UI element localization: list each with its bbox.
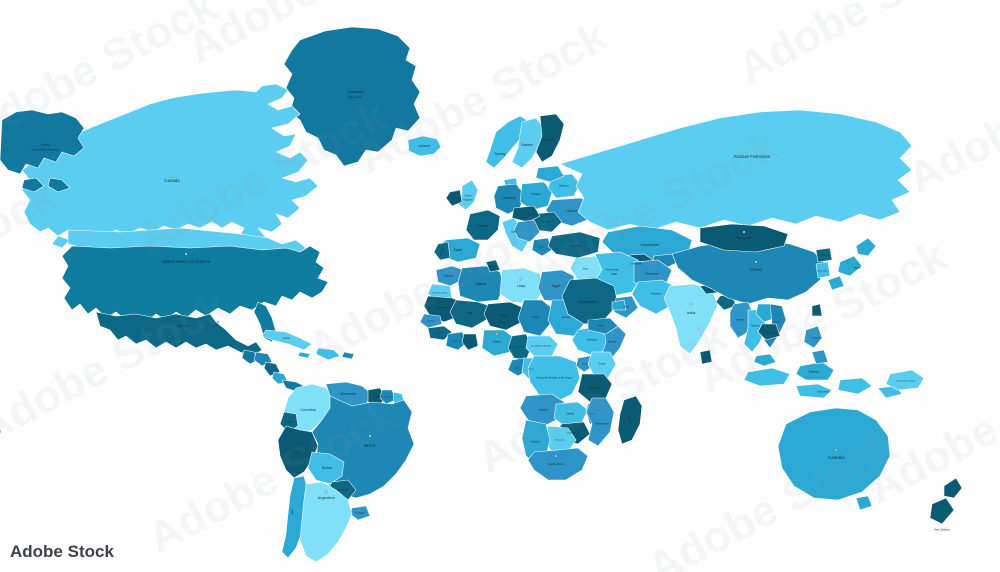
country-madagascar — [618, 396, 642, 444]
country-hispaniola — [316, 348, 340, 360]
country-india — [664, 284, 718, 354]
country-belarus — [548, 174, 580, 198]
country-indonesia — [744, 368, 902, 398]
country-finland — [536, 114, 564, 162]
country-baltics — [536, 166, 564, 182]
country-philippines — [804, 326, 828, 364]
country-balkans — [514, 220, 540, 242]
country-mali — [450, 300, 490, 328]
label-new-zealand: New Zealand — [934, 528, 950, 532]
country-guatemala — [242, 350, 258, 364]
country-greenland — [284, 27, 420, 166]
country-ireland — [446, 190, 462, 206]
stock-credit-text: Adobe Stock | #1668757514 — [0, 305, 2, 558]
country-russia — [560, 110, 912, 230]
country-argentina — [300, 482, 352, 562]
country-south-korea — [816, 262, 830, 278]
country-bolivia — [308, 452, 344, 484]
country-niger — [484, 302, 524, 330]
country-france — [466, 210, 500, 240]
country-algeria — [458, 266, 504, 302]
country-chad — [518, 300, 552, 336]
capital-dots — [170, 174, 838, 494]
country-taiwan — [812, 304, 822, 316]
country-jamaica — [298, 352, 310, 358]
country-angola — [520, 394, 564, 426]
country-ivory-coast — [446, 332, 468, 350]
country-poland — [520, 182, 552, 210]
country-italy — [502, 218, 528, 252]
country-united-kingdom — [458, 180, 478, 210]
country-portugal — [434, 242, 450, 260]
country-somalia — [602, 326, 626, 360]
country-uae — [612, 300, 626, 310]
country-tunisia — [486, 260, 500, 272]
country-papua-new-guinea — [886, 370, 924, 390]
country-libya — [500, 268, 542, 304]
country-pakistan — [632, 280, 678, 314]
country-norway — [486, 116, 530, 168]
adobe-stock-logo: Adobe Stock — [10, 542, 114, 561]
country-kenya — [588, 352, 616, 378]
country-suriname — [380, 390, 396, 404]
country-peru — [278, 426, 318, 478]
country-uruguay — [350, 506, 370, 520]
country-ghana — [462, 334, 478, 350]
country-iceland — [408, 136, 441, 156]
country-cambodia — [758, 324, 780, 340]
country-japan — [828, 238, 876, 290]
country-mexico — [96, 312, 262, 356]
country-mongolia — [700, 224, 788, 252]
country-sweden — [512, 118, 544, 168]
country-car — [526, 336, 558, 356]
country-new-zealand — [930, 478, 962, 524]
country-mozambique — [586, 398, 614, 446]
country-australia — [778, 408, 890, 510]
country-yemen — [588, 318, 618, 334]
country-cuba — [262, 330, 312, 350]
country-drc — [528, 356, 580, 402]
country-sri-lanka — [700, 350, 712, 364]
country-austria-czech — [512, 206, 540, 222]
country-turkey — [548, 232, 600, 258]
country-senegal — [420, 314, 442, 328]
country-north-korea — [816, 248, 832, 262]
country-greece — [532, 238, 552, 256]
country-south-africa — [528, 448, 588, 480]
country-nigeria — [482, 330, 514, 356]
country-united-states — [62, 246, 328, 322]
country-united-states-alaska — [0, 110, 84, 192]
country-puerto-rico — [342, 352, 354, 359]
country-canada — [22, 84, 318, 248]
